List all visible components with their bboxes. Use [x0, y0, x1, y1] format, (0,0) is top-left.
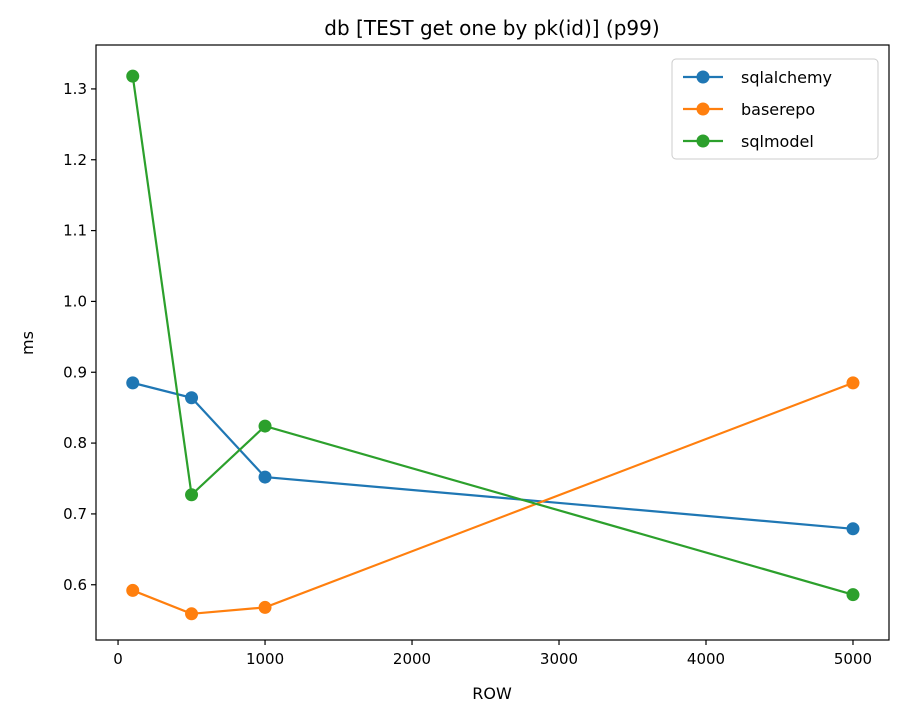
x-tick-label: 5000 [834, 650, 872, 668]
y-tick-label: 0.9 [63, 363, 87, 381]
y-tick-label: 1.2 [63, 151, 87, 169]
x-tick-label: 0 [113, 650, 123, 668]
data-point-sqlalchemy [185, 391, 199, 405]
data-point-sqlmodel [185, 488, 199, 502]
y-tick-label: 0.6 [63, 576, 87, 594]
data-point-baserepo [258, 600, 272, 614]
data-point-sqlalchemy [258, 470, 272, 484]
axes-frame [95, 44, 890, 641]
y-tick-label: 0.8 [63, 434, 87, 452]
legend-box [671, 58, 879, 160]
series-line-baserepo [132, 381, 854, 615]
legend-marker-sqlmodel [696, 134, 710, 148]
data-point-baserepo [846, 376, 860, 390]
x-tick-label: 3000 [540, 650, 578, 668]
x-axis-label: ROW [472, 684, 512, 703]
x-tick-label: 2000 [393, 650, 431, 668]
legend-label-sqlalchemy: sqlalchemy [741, 68, 832, 87]
chart-title: db [TEST get one by pk(id)] (p99) [324, 16, 659, 40]
y-tick-label: 1.3 [63, 80, 87, 98]
axis-ticks: 0 1000 2000 3000 4000 5000 0.6 0.7 0.8 0.9 1.0 1.1 1… [63, 80, 872, 668]
plot-area [95, 44, 890, 641]
series-line-sqlmodel [131, 76, 854, 596]
x-tick-label: 4000 [687, 650, 725, 668]
data-point-baserepo [185, 607, 199, 621]
y-tick-label: 1.1 [63, 222, 87, 240]
data-point-sqlmodel [258, 419, 272, 433]
legend-marker-baserepo [696, 102, 710, 116]
y-axis-label: ms [18, 331, 37, 355]
data-point-baserepo [126, 583, 140, 597]
y-tick-label: 1.0 [63, 292, 87, 310]
legend-marker-sqlalchemy [696, 70, 710, 84]
x-tick-label: 1000 [246, 650, 284, 668]
legend: sqlalchemy baserepo sqlmodel [671, 58, 879, 160]
data-point-sqlmodel [846, 588, 860, 602]
data-point-sqlalchemy [846, 522, 860, 536]
series-line-sqlalchemy [132, 381, 854, 530]
y-tick-label: 0.7 [63, 505, 87, 523]
legend-label-baserepo: baserepo [741, 100, 815, 119]
data-point-sqlmodel [126, 69, 140, 83]
legend-label-sqlmodel: sqlmodel [741, 132, 814, 151]
data-point-sqlalchemy [126, 376, 140, 390]
